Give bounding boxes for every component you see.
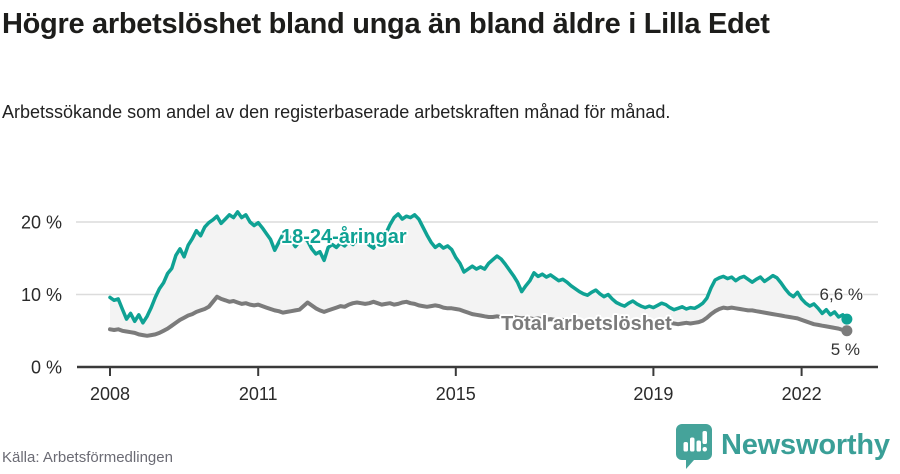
end-value-total: 5 %: [830, 340, 860, 359]
chart-title: Högre arbetslöshet bland unga än bland ä…: [2, 8, 770, 40]
youth-line: [108, 210, 849, 325]
total-end-dot: [841, 325, 853, 337]
y-tick-label: 0 %: [31, 358, 62, 378]
y-tick-label: 10 %: [21, 285, 62, 305]
series-label-total: Total arbetslöshet: [501, 313, 672, 335]
x-tick-label: 2022: [782, 384, 822, 404]
band-between-series: [110, 211, 847, 336]
series-label-youth: 18-24-åringar: [281, 226, 407, 248]
x-tick-label: 2008: [90, 384, 130, 404]
x-tick-label: 2011: [239, 384, 278, 404]
source-note: Källa: Arbetsförmedlingen: [2, 449, 173, 466]
youth-end-dot: [841, 313, 853, 325]
newsworthy-bubble-icon: [676, 424, 712, 469]
total-line: [108, 294, 849, 338]
newsworthy-logo: Newsworthy: [675, 423, 890, 470]
y-tick-label: 20 %: [21, 213, 62, 233]
x-tick-label: 2019: [633, 384, 673, 404]
newsworthy-wordmark: Newsworthy: [721, 429, 890, 461]
end-value-youth: 6,6 %: [819, 285, 863, 304]
x-tick-label: 2015: [436, 384, 476, 404]
chart-subtitle: Arbetssökande som andel av den registerb…: [2, 102, 671, 122]
